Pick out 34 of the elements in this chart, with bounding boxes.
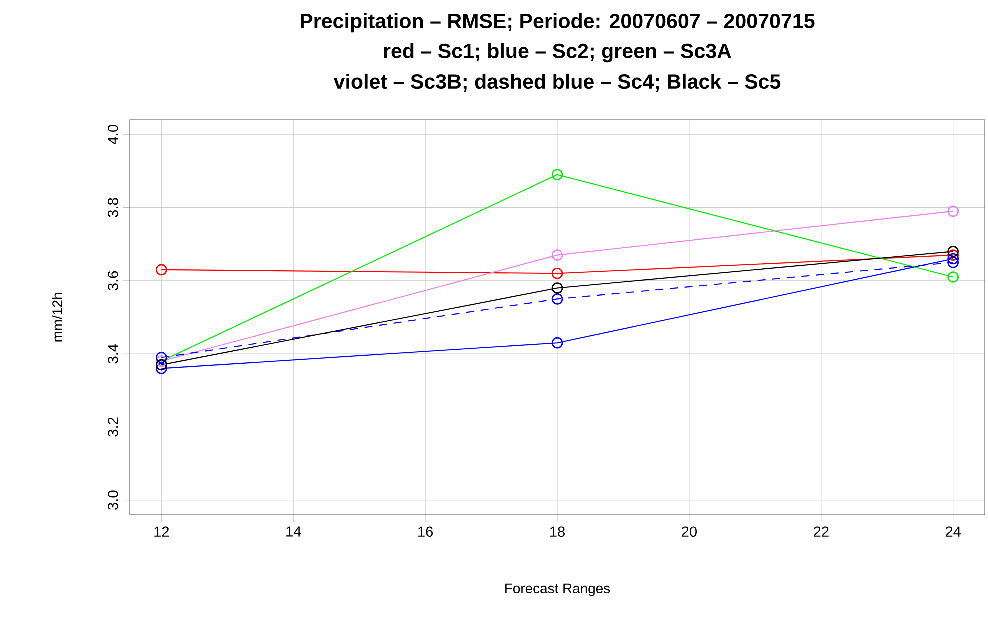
y-tick-label: 4.0 (108, 125, 118, 144)
point (552, 282, 564, 294)
point (156, 359, 168, 371)
point (948, 250, 960, 261)
chart-subtitle: red – Sc1; blue – Sc2; green – Sc3A (384, 43, 732, 63)
x-tick-label: 14 (286, 526, 302, 537)
text: violet – Sc3B; dashed blue – Sc4; Black – Sc5 (334, 74, 781, 92)
point (552, 337, 564, 349)
y-axis-title: mm/12h (52, 293, 62, 342)
x-tick-label: 24 (946, 526, 962, 537)
y-tick-label: 3.4 (108, 344, 118, 364)
point (948, 272, 960, 283)
y-tick-label: 3.0 (108, 490, 118, 510)
point (552, 268, 564, 280)
x-tick-label: 18 (550, 526, 565, 538)
point (948, 206, 960, 218)
point (948, 246, 960, 258)
point (948, 256, 960, 268)
x-tick-label: 12 (154, 526, 170, 537)
x-tick-label: 16 (418, 526, 434, 538)
y-tick-label: 3.2 (108, 418, 118, 437)
y-tick-label: 3.6 (108, 271, 118, 291)
point (948, 253, 960, 265)
point (552, 169, 564, 181)
point (156, 264, 168, 276)
point (552, 250, 564, 261)
x-axis-title: Forecast Ranges (506, 584, 610, 596)
x-tick-label: 20 (682, 526, 697, 538)
point (156, 352, 168, 364)
chart-title: Precipitation – RMSE; Periode: 20070607 – 20070715 (300, 13, 815, 33)
y-tick-label: 3.8 (108, 198, 118, 218)
point (552, 294, 564, 305)
point (156, 363, 168, 374)
x-tick-label: 22 (814, 526, 829, 537)
